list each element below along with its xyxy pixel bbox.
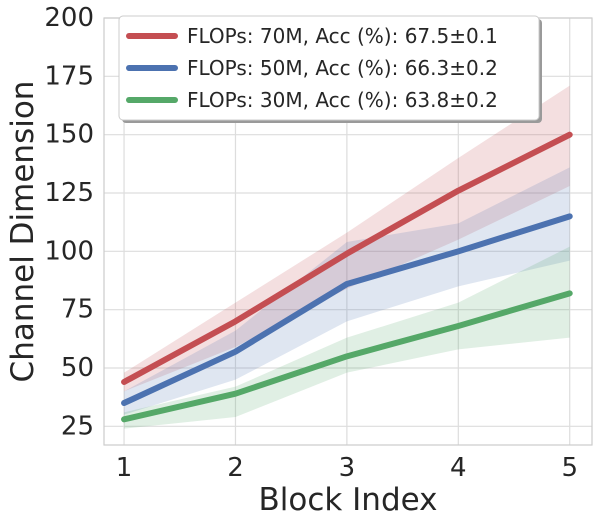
y-tick-label: 75	[61, 295, 94, 325]
confidence-band	[124, 246, 570, 429]
confidence-band	[124, 85, 570, 392]
y-tick-label: 25	[61, 411, 94, 441]
legend: FLOPs: 70M, Acc (%): 67.5±0.1 FLOPs: 50M,…	[118, 15, 542, 123]
y-tick-label: 100	[44, 236, 94, 266]
y-tick-label: 175	[44, 61, 94, 91]
legend-box	[118, 15, 540, 121]
y-tick-labels: 25 50 75 100 125 150 175 200	[44, 3, 94, 441]
x-tick-labels: 1 2 3 4 5	[116, 453, 578, 483]
x-axis-title: Block Index	[258, 482, 437, 518]
y-axis-title: Channel Dimension	[5, 81, 41, 383]
y-tick-label: 150	[44, 120, 94, 150]
legend-label: FLOPs: 50M, Acc (%): 66.3±0.2	[187, 56, 498, 80]
x-tick-label: 4	[450, 453, 467, 483]
series-line	[121, 290, 573, 423]
y-tick-label: 200	[44, 3, 94, 33]
series-lines	[121, 131, 573, 423]
x-tick-label: 5	[561, 453, 578, 483]
legend-label: FLOPs: 70M, Acc (%): 67.5±0.1	[187, 24, 498, 48]
series-line	[121, 213, 573, 406]
legend-label: FLOPs: 30M, Acc (%): 63.8±0.2	[187, 88, 498, 112]
x-tick-label: 3	[339, 453, 356, 483]
x-tick-label: 2	[227, 453, 244, 483]
x-tick-label: 1	[116, 453, 133, 483]
series-line	[121, 131, 573, 385]
y-tick-label: 125	[44, 178, 94, 208]
y-tick-label: 50	[61, 353, 94, 383]
